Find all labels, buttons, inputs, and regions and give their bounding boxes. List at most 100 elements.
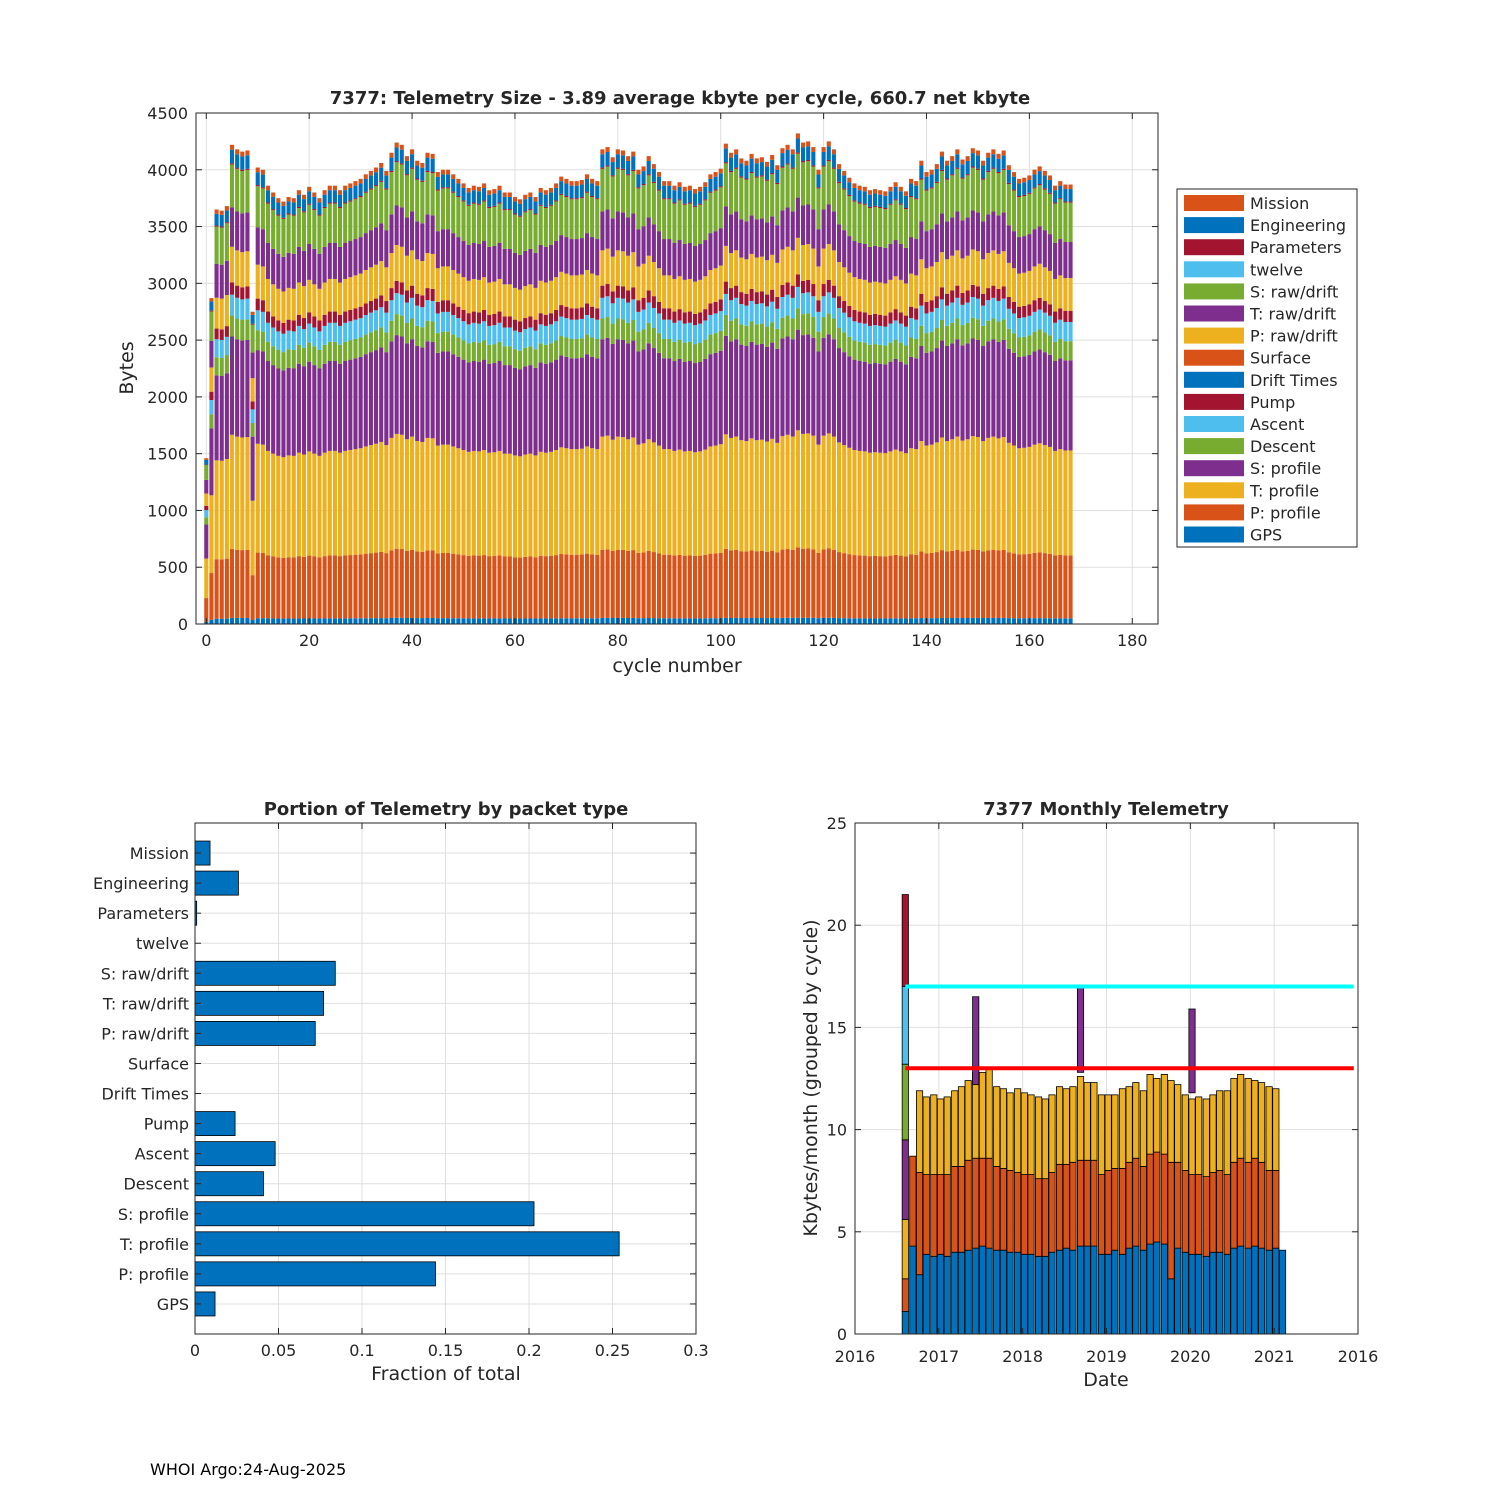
bar-segment — [301, 212, 307, 251]
bar-segment — [826, 313, 831, 335]
bar-segment — [775, 348, 780, 443]
bar-segment — [898, 191, 903, 204]
bar-segment — [1167, 1080, 1175, 1163]
bar-segment — [857, 341, 862, 362]
bar-segment — [749, 171, 754, 174]
bar-segment — [348, 309, 353, 322]
bar-segment — [379, 618, 384, 624]
bar-segment — [410, 285, 415, 298]
bar-segment — [554, 309, 559, 322]
bar-segment — [219, 210, 224, 215]
bar-segment — [291, 331, 296, 350]
bar-segment — [842, 553, 847, 619]
bar-segment — [687, 278, 692, 312]
bar-segment — [991, 617, 996, 624]
bar-segment — [826, 146, 831, 160]
bar-segment — [883, 315, 888, 327]
bar-segment — [276, 331, 281, 350]
month-bar — [1174, 1084, 1182, 1335]
bar-segment — [1037, 185, 1042, 227]
bar-segment — [857, 322, 862, 342]
bar-segment — [348, 201, 353, 242]
bar-segment — [955, 154, 960, 168]
bar-segment — [265, 202, 271, 204]
bar-segment — [631, 617, 636, 624]
bar-segment — [471, 322, 476, 342]
bar-segment — [936, 1098, 945, 1175]
x-tick-label: 0.05 — [261, 1341, 297, 1360]
bar-segment — [1017, 554, 1022, 619]
bar-segment — [626, 160, 631, 175]
bar-segment — [780, 249, 785, 285]
bar-segment — [600, 617, 605, 624]
bar-segment — [1042, 618, 1047, 624]
bar-segment — [281, 201, 286, 206]
bar-segment — [744, 325, 749, 347]
bar-segment — [713, 352, 718, 446]
bar-segment — [456, 183, 461, 196]
bar-segment — [744, 551, 749, 619]
bar-segment — [1042, 352, 1047, 446]
bar-segment — [800, 205, 806, 245]
bar-segment — [914, 308, 919, 320]
bar-segment — [229, 617, 235, 624]
bar-segment — [271, 316, 276, 328]
bar-segment — [610, 256, 615, 292]
bar-segment — [476, 618, 481, 624]
bar-segment — [1062, 1247, 1070, 1335]
bar-segment — [451, 303, 456, 315]
bar-segment — [420, 180, 425, 182]
month-bar — [1014, 1088, 1022, 1335]
bar-segment — [291, 214, 296, 216]
bar-segment — [909, 183, 914, 196]
bar-segment — [229, 336, 235, 435]
bar-segment — [1139, 1090, 1147, 1167]
bar-segment — [271, 192, 276, 197]
cycle-bar — [260, 169, 265, 624]
bar-segment — [343, 361, 348, 451]
bar-segment — [924, 189, 929, 191]
bar-segment — [713, 301, 718, 314]
legend-swatch — [1184, 393, 1244, 410]
bar-segment — [993, 1086, 1001, 1167]
bar-segment — [985, 1157, 993, 1249]
bar-segment — [518, 216, 523, 255]
bar-segment — [332, 450, 337, 556]
bar-segment — [914, 449, 919, 555]
bar-segment — [605, 296, 610, 318]
bar-segment — [291, 198, 296, 203]
bar-segment — [692, 344, 698, 364]
bar-segment — [518, 199, 523, 204]
bar-segment — [970, 436, 975, 550]
bar-segment — [1042, 189, 1047, 231]
bar-segment — [245, 319, 250, 340]
bar-segment — [780, 297, 785, 318]
cycle-bar — [831, 149, 836, 624]
month-bar — [1167, 1080, 1175, 1335]
bar-segment — [600, 250, 605, 286]
bar-segment — [224, 326, 229, 337]
bar-segment — [343, 203, 348, 243]
bar-segment — [914, 185, 919, 199]
bar-segment — [656, 313, 662, 334]
y-tick-label: 15 — [827, 1018, 847, 1037]
bar-segment — [723, 143, 728, 149]
bar-segment — [554, 241, 559, 278]
x-tick-label: 40 — [402, 631, 422, 650]
bar-segment — [471, 203, 476, 243]
bar-segment — [914, 618, 919, 624]
bar-segment — [373, 330, 379, 351]
bar-segment — [569, 308, 574, 320]
bar-segment — [373, 310, 379, 331]
bar-segment — [985, 1067, 993, 1159]
bar-segment — [564, 273, 569, 307]
bar-segment — [605, 165, 610, 167]
bar-segment — [692, 313, 698, 326]
bar-segment — [343, 618, 348, 624]
bar-segment — [466, 204, 471, 206]
bar-segment — [389, 172, 394, 215]
bar-segment — [806, 334, 811, 434]
bar-segment — [1027, 192, 1032, 194]
bar-segment — [1237, 1074, 1245, 1159]
bar-segment — [780, 148, 785, 154]
